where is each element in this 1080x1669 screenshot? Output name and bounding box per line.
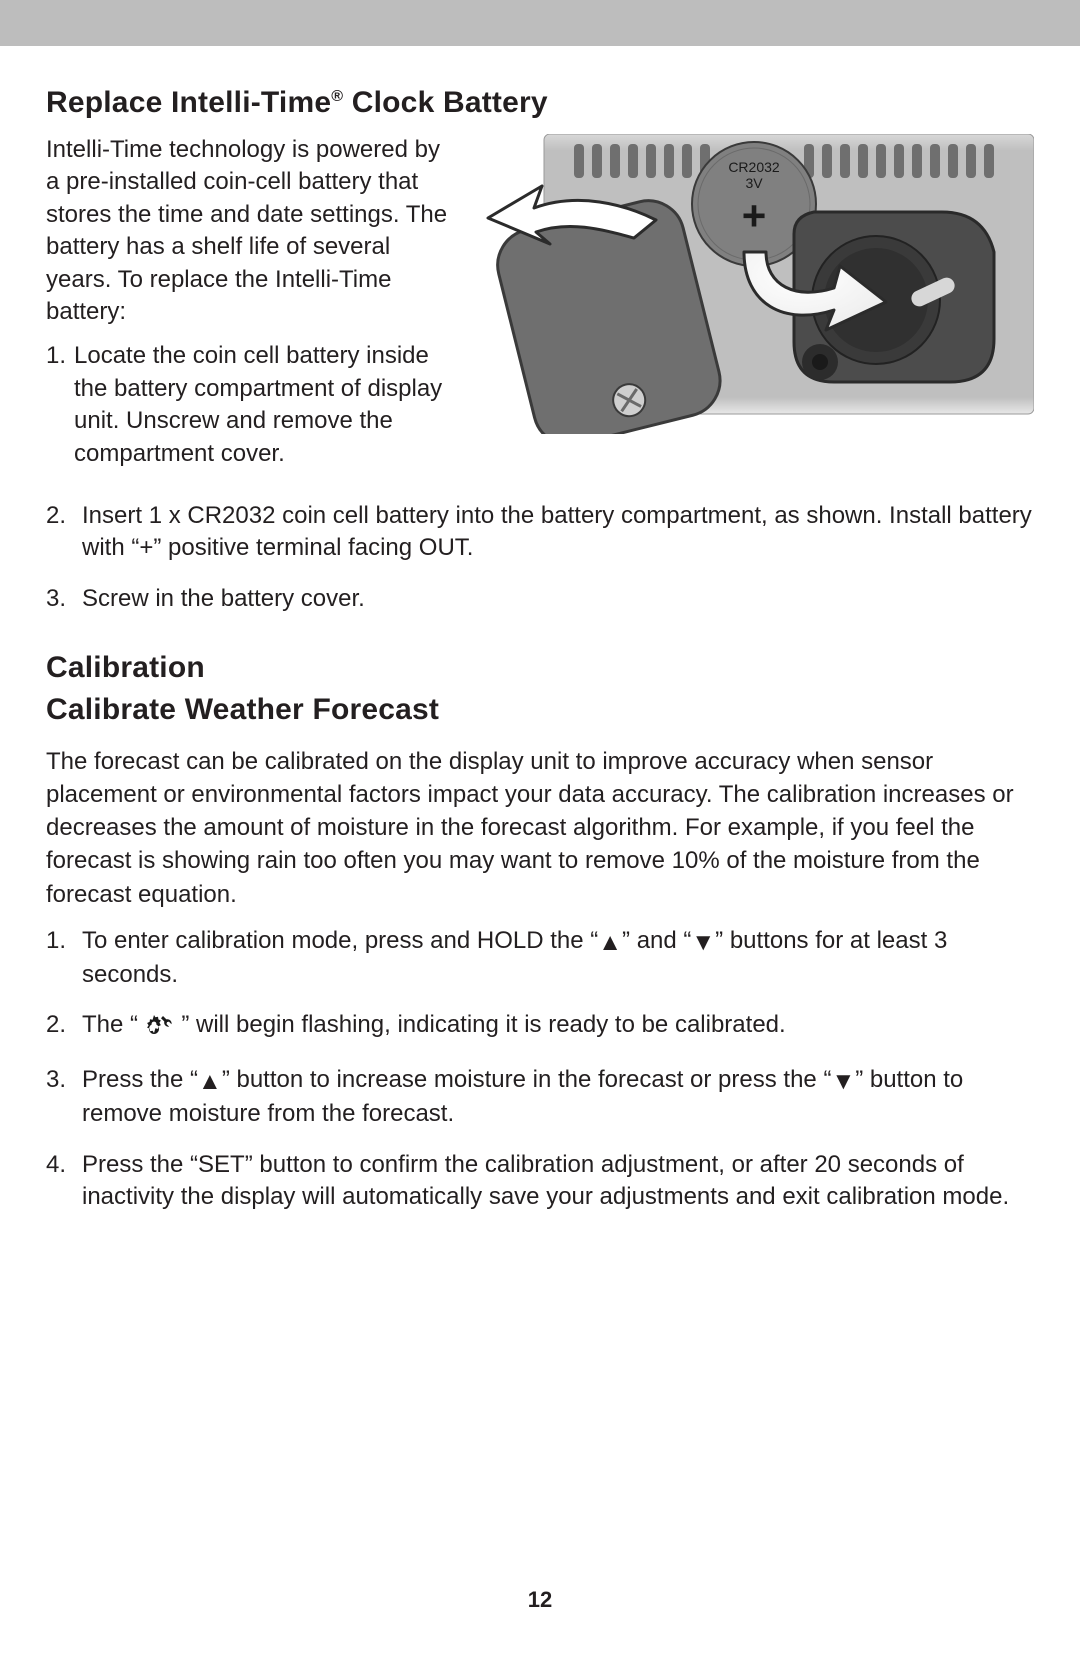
section2-heading-a: Calibration — [46, 651, 1034, 685]
settings-icon — [145, 1012, 175, 1045]
section1-title: Replace Intelli-Time® Clock Battery — [46, 86, 1034, 120]
section2-steps: To enter calibration mode, press and HOL… — [46, 925, 1034, 1214]
svg-text:CR2032: CR2032 — [728, 159, 780, 175]
header-bar — [0, 0, 1080, 46]
section1-steps-part1: Locate the coin cell battery inside the … — [46, 340, 456, 470]
section1-title-post: Clock Battery — [343, 86, 548, 119]
page-number: 12 — [0, 1587, 1080, 1613]
triangle-up-icon: ▲ — [598, 927, 622, 959]
triangle-down-icon: ▼ — [831, 1066, 855, 1098]
section1-intro-text: Intelli-Time technology is powered by a … — [46, 134, 456, 328]
list-item: Press the “SET” button to confirm the ca… — [46, 1149, 1034, 1214]
section2-heading-b: Calibrate Weather Forecast — [46, 693, 1034, 727]
battery-diagram-svg: CR2032 3V + — [474, 134, 1034, 434]
battery-diagram: CR2032 3V + — [474, 134, 1034, 434]
text: ” will begin flashing, indicating it is … — [175, 1011, 786, 1038]
section1-intro-col: Intelli-Time technology is powered by a … — [46, 134, 456, 488]
list-item: Insert 1 x CR2032 coin cell battery into… — [46, 500, 1034, 565]
list-item: The “ ” will begin flashing, indicating … — [46, 1009, 1034, 1045]
text: ” and “ — [622, 927, 691, 954]
list-item: Screw in the battery cover. — [46, 583, 1034, 615]
list-item: Locate the coin cell battery inside the … — [46, 340, 456, 470]
list-item: To enter calibration mode, press and HOL… — [46, 925, 1034, 992]
text: The “ — [82, 1011, 145, 1038]
text: Press the “ — [82, 1066, 198, 1093]
section2: Calibration Calibrate Weather Forecast T… — [46, 651, 1034, 1213]
text: To enter calibration mode, press and HOL… — [82, 927, 598, 954]
section2-intro: The forecast can be calibrated on the di… — [46, 745, 1034, 911]
section1-intro-row: Intelli-Time technology is powered by a … — [46, 134, 1034, 488]
triangle-up-icon: ▲ — [198, 1066, 222, 1098]
manual-page: Replace Intelli-Time® Clock Battery Inte… — [0, 46, 1080, 1669]
triangle-down-icon: ▼ — [691, 927, 715, 959]
text: ” button to increase moisture in the for… — [222, 1066, 832, 1093]
svg-text:3V: 3V — [745, 175, 763, 191]
section1-steps-part2: Insert 1 x CR2032 coin cell battery into… — [46, 500, 1034, 615]
svg-text:+: + — [742, 192, 767, 239]
section1-title-pre: Replace Intelli-Time — [46, 86, 331, 119]
list-item: Press the “▲” button to increase moistur… — [46, 1064, 1034, 1131]
registered-mark: ® — [331, 88, 343, 105]
